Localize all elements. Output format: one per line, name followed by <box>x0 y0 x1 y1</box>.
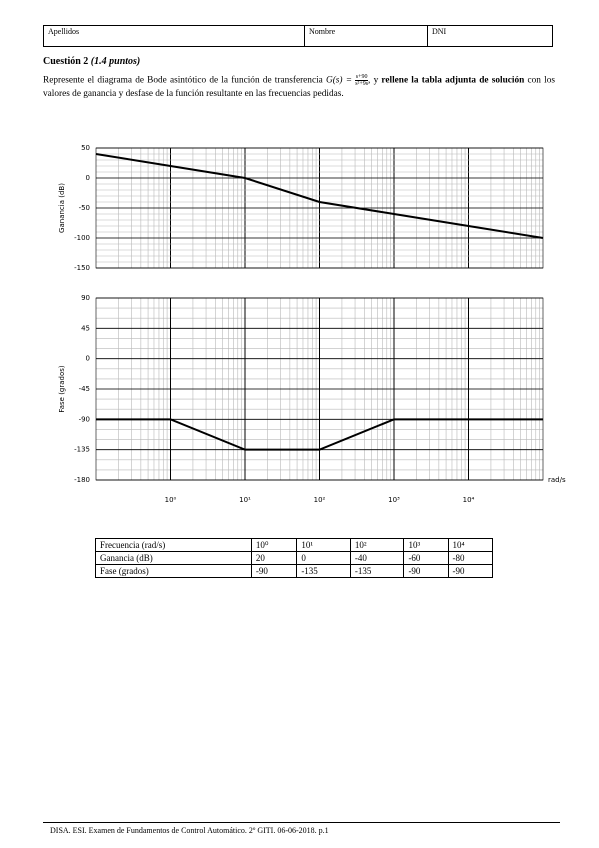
table-cell: -135 <box>296 564 351 578</box>
table-cell: 20 <box>250 551 298 565</box>
table-cell: 10¹ <box>296 538 351 552</box>
y-axis-label: Ganancia (dB) <box>58 183 66 233</box>
formula: G(s) = <box>325 75 352 86</box>
table-cell: Frecuencia (rad/s) <box>95 538 252 552</box>
fraction: s+90 s²+9s <box>355 74 369 87</box>
table-cell: -60 <box>403 551 449 565</box>
footer-rule <box>43 822 560 823</box>
table-cell: 10² <box>349 538 405 552</box>
x-axis-label: rad/s <box>548 476 566 484</box>
y-tick-label: -90 <box>79 415 90 423</box>
y-tick-label: -150 <box>74 264 90 272</box>
y-tick-label: -100 <box>74 234 90 242</box>
x-tick-label: 10¹ <box>239 496 251 504</box>
table-cell: -90 <box>403 564 449 578</box>
points: (1.4 puntos) <box>90 56 141 67</box>
y-tick-label: 45 <box>81 324 90 332</box>
table-cell: -90 <box>250 564 298 578</box>
table-row: Ganancia (dB) 20 0 -40 -60 -80 <box>95 551 494 565</box>
question-title: Cuestión 2 (1.4 puntos) <box>43 56 140 67</box>
x-tick-label: 10⁰ <box>165 496 177 504</box>
table-cell: -90 <box>447 564 494 578</box>
table-cell: -135 <box>349 564 405 578</box>
table-row: Frecuencia (rad/s) 10⁰ 10¹ 10² 10³ 10⁴ <box>95 538 494 552</box>
table-cell: 10⁰ <box>250 538 298 552</box>
y-tick-label: 0 <box>86 174 90 182</box>
y-tick-label: 50 <box>81 144 90 152</box>
y-axis-label: Fase (grados) <box>58 365 66 413</box>
table-cell: 10³ <box>403 538 449 552</box>
y-tick-label: 90 <box>81 294 90 302</box>
field: Nombre <box>304 25 428 47</box>
title: Cuestión 2 <box>43 56 89 67</box>
table-row: Fase (grados) -90 -135 -135 -90 -90 <box>95 564 494 578</box>
y-tick-label: -50 <box>79 204 90 212</box>
x-tick-label: 10³ <box>388 496 400 504</box>
denominator: s²+9s <box>355 81 369 87</box>
table-cell: Ganancia (dB) <box>95 551 252 565</box>
x-tick-label: 10² <box>314 496 326 504</box>
series-line <box>95 153 544 239</box>
result-table: Frecuencia (rad/s) 10⁰ 10¹ 10² 10³ 10⁴ Gananci… <box>95 538 494 578</box>
x-tick-label: 10⁴ <box>463 496 475 504</box>
footer: DISA. ESI. Examen de Fundamentos de Cont… <box>50 826 329 835</box>
plot-frame <box>95 147 544 269</box>
y-tick-label: -135 <box>74 446 90 454</box>
table-cell: -80 <box>447 551 494 565</box>
table-cell: 0 <box>296 551 351 565</box>
numerator: s+90 <box>355 74 369 81</box>
field: DNI <box>427 25 553 47</box>
y-tick-label: -180 <box>74 476 90 484</box>
y-tick-label: 0 <box>86 355 90 363</box>
question-text: Represente el diagrama de Bode asintótic… <box>43 74 555 101</box>
table-cell: -40 <box>349 551 405 565</box>
text: con los valores de ganancia y desfase de… <box>43 75 555 99</box>
table-cell: 10⁴ <box>447 538 494 552</box>
text: , y <box>368 75 379 86</box>
table-cell: Fase (grados) <box>95 564 252 578</box>
plot-frame <box>95 297 544 481</box>
field: Apellidos <box>43 25 305 47</box>
header-table: Apellidos Nombre DNI <box>43 25 553 47</box>
series-line <box>96 418 543 451</box>
text-bold: rellene la tabla adjunta de solución <box>381 75 525 86</box>
y-tick-label: -45 <box>79 385 90 393</box>
text: Represente el diagrama de Bode asintótic… <box>43 75 323 86</box>
